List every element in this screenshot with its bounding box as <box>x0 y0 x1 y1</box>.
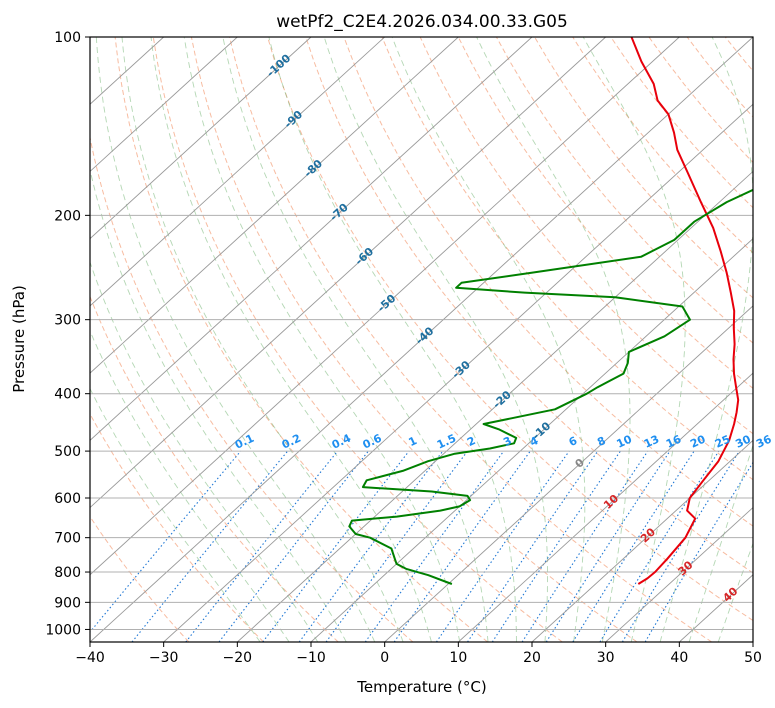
background-lines <box>90 37 775 642</box>
pressure-gridlines <box>90 37 753 630</box>
moist-adiabat <box>222 37 489 642</box>
moist-adiabat <box>659 37 753 642</box>
y-tick-label: 300 <box>54 313 81 329</box>
dry-adiabat <box>419 37 753 435</box>
x-tick-label: 0 <box>380 650 389 666</box>
isotherm <box>163 103 753 642</box>
mixing-ratio-label: 10 <box>615 432 635 450</box>
isotherm <box>458 372 753 642</box>
moist-adiabat <box>183 37 461 642</box>
mixing-ratio-line <box>131 450 289 642</box>
mixing-ratio-label: 25 <box>713 433 732 451</box>
dry-adiabat <box>495 37 753 344</box>
y-axis-label: Pressure (hPa) <box>10 285 28 393</box>
x-axis-label: Temperature (°C) <box>356 678 486 696</box>
moist-adiabat <box>90 329 290 642</box>
dry-adiabat <box>534 37 753 299</box>
isotherm <box>752 641 753 642</box>
plot-frame <box>89 36 754 643</box>
chart-title: wetPf2_C2E4.2026.034.00.33.G05 <box>276 12 568 32</box>
isotherm <box>90 37 533 441</box>
dry-adiabat <box>114 37 488 642</box>
moist-adiabat <box>688 443 753 642</box>
moist-adiabat <box>90 260 319 642</box>
dry-adiabat <box>457 37 753 389</box>
dry-adiabat <box>763 37 775 642</box>
dry-adiabat <box>90 412 264 642</box>
isotherm <box>384 305 753 642</box>
x-tick-label: 40 <box>670 650 688 666</box>
dry-adiabat <box>267 37 753 622</box>
x-tick-label: −10 <box>296 650 326 666</box>
isotherm <box>90 37 606 509</box>
temperature-profile-line <box>630 37 740 585</box>
mixing-ratio-line <box>325 450 468 642</box>
dry-adiabat <box>229 37 712 642</box>
mixing-ratio-line <box>621 450 740 642</box>
isotherm <box>90 37 680 576</box>
mixing-ratio-label: 13 <box>642 433 661 451</box>
y-tick-label: 1000 <box>45 622 81 638</box>
y-tick-label: 400 <box>54 387 81 403</box>
mixing-ratio-label: 30 <box>733 432 753 450</box>
mixing-ratio-label: 16 <box>664 432 684 450</box>
mixing-ratio-label: 20 <box>688 432 708 450</box>
moist-adiabat <box>121 37 404 642</box>
isotherm <box>531 439 753 642</box>
dry-adiabat <box>381 37 753 481</box>
isotherm <box>90 37 312 240</box>
x-tick-label: −30 <box>149 650 179 666</box>
x-tick-label: 10 <box>449 650 467 666</box>
mixing-ratio-line <box>90 450 242 633</box>
y-axis: 100 200 300 400 500 600 700 800 900 1000 <box>45 30 90 638</box>
y-tick-label: 500 <box>54 444 81 460</box>
isotherm <box>237 170 753 642</box>
y-tick-label: 700 <box>54 531 81 547</box>
mixing-ratio-line <box>364 450 505 642</box>
y-tick-label: 900 <box>54 595 81 611</box>
mixing-ratio-line <box>185 450 339 642</box>
isotherm <box>605 506 753 642</box>
dry-adiabat <box>305 37 753 574</box>
mixing-ratio-line <box>521 450 649 642</box>
isotherm <box>90 37 385 307</box>
x-tick-label: 50 <box>744 650 762 666</box>
mixing-ratio-label: 36 <box>754 432 774 450</box>
isotherm <box>90 37 459 374</box>
x-axis: −40 −30 −20 −10 0 10 20 30 40 50 <box>75 642 762 666</box>
x-tick-label: −20 <box>223 650 253 666</box>
y-tick-label: 600 <box>54 491 81 507</box>
moist-adiabat <box>476 37 631 642</box>
mixing-ratio-line <box>298 450 444 642</box>
y-tick-label: 800 <box>54 565 81 581</box>
moist-adiabat <box>323 37 548 642</box>
x-tick-label: 20 <box>523 650 541 666</box>
mixing-ratio-line <box>491 450 621 642</box>
dewpoint-profile-line <box>348 188 753 585</box>
isotherm <box>90 37 238 173</box>
mixing-ratio-line <box>545 450 671 642</box>
mixing-ratio-line <box>467 450 599 642</box>
mixing-ratio-line <box>435 450 570 642</box>
x-tick-label: −40 <box>75 650 105 666</box>
moist-adiabat <box>268 37 517 642</box>
moist-adiabat <box>150 37 432 642</box>
x-tick-label: 30 <box>597 650 615 666</box>
moist-adiabat <box>95 37 376 642</box>
moist-adiabat <box>582 37 686 642</box>
moist-adiabat <box>90 387 261 642</box>
moist-adiabat <box>391 37 586 642</box>
moist-adiabat <box>717 542 753 642</box>
moist-adiabat <box>90 167 347 642</box>
mixing-ratio-line <box>572 450 695 642</box>
isotherm <box>310 238 753 642</box>
isotherm <box>90 37 753 642</box>
sounding-profiles <box>348 37 753 585</box>
mixing-ratio-line <box>262 450 410 642</box>
y-tick-label: 200 <box>54 208 81 224</box>
dry-adiabat <box>152 37 563 642</box>
dry-adiabat <box>343 37 753 527</box>
y-tick-label: 100 <box>54 30 81 46</box>
